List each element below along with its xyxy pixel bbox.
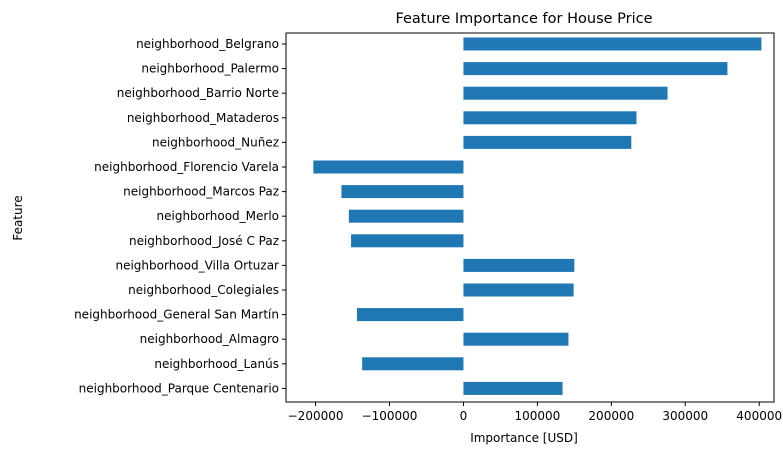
- x-tick-label: 300000: [662, 409, 708, 423]
- bar: [463, 283, 574, 297]
- y-tick-label: neighborhood_Lanús: [154, 357, 279, 371]
- bar: [463, 135, 632, 149]
- bar: [362, 357, 464, 371]
- plot-frame: [285, 32, 775, 403]
- y-tick-label: neighborhood_Marcos Paz: [123, 185, 279, 199]
- bar: [463, 381, 563, 395]
- y-tick-label: neighborhood_Mataderos: [127, 111, 279, 125]
- x-tick-label: −200000: [288, 409, 344, 423]
- bar: [313, 160, 464, 174]
- x-tick-label: 400000: [736, 409, 782, 423]
- y-tick-label: neighborhood_Villa Ortuzar: [115, 258, 279, 272]
- y-tick-label: neighborhood_Parque Centenario: [79, 381, 279, 395]
- x-axis-ticks: −200000 −100000 0 100000 200000 300000 400000: [288, 402, 782, 423]
- bar: [463, 37, 762, 51]
- y-tick-label: neighborhood_Florencio Varela: [94, 160, 279, 174]
- y-tick-label: neighborhood_Belgrano: [136, 37, 279, 51]
- y-axis-ticks: neighborhood_Belgrano neighborhood_Palerm…: [74, 37, 286, 395]
- y-tick-label: neighborhood_Nuñez: [152, 135, 279, 149]
- y-axis-title: Feature: [11, 195, 25, 240]
- bar: [351, 234, 464, 248]
- y-tick-label: neighborhood_Palermo: [141, 62, 279, 76]
- bar: [463, 111, 637, 125]
- y-tick-label: neighborhood_José C Paz: [129, 234, 279, 248]
- chart-title: Feature Importance for House Price: [395, 11, 652, 27]
- y-tick-label: neighborhood_Colegiales: [128, 283, 279, 297]
- x-axis-title: Importance [USD]: [470, 431, 578, 445]
- bar: [348, 209, 464, 223]
- bar: [463, 62, 728, 76]
- bar: [463, 332, 569, 346]
- bar: [463, 86, 668, 100]
- bar: [341, 185, 464, 199]
- x-tick-label: 100000: [514, 409, 560, 423]
- y-tick-label: neighborhood_General San Martín: [74, 308, 279, 322]
- y-tick-label: neighborhood_Almagro: [140, 332, 279, 346]
- y-tick-label: neighborhood_Merlo: [157, 209, 279, 223]
- y-tick-label: neighborhood_Barrio Norte: [117, 86, 279, 100]
- x-tick-label: −100000: [362, 409, 418, 423]
- bars-layer: [313, 37, 762, 395]
- x-tick-label: 0: [460, 409, 468, 423]
- x-tick-label: 200000: [588, 409, 634, 423]
- bar: [463, 258, 575, 272]
- bar: [356, 308, 464, 322]
